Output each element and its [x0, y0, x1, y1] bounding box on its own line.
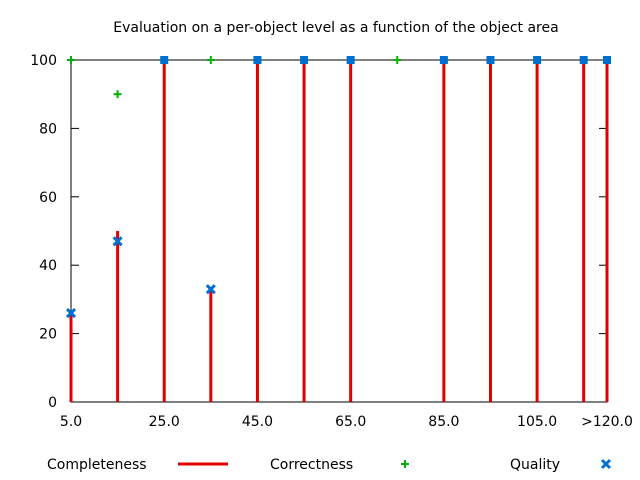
- quality-point: [205, 284, 216, 295]
- plot-border: [70, 59, 608, 403]
- correctness-point: [67, 56, 75, 64]
- x-tick-label: 45.0: [242, 414, 273, 430]
- plot-area: [65, 56, 611, 402]
- chart-title: Evaluation on a per-object level as a fu…: [113, 20, 558, 36]
- y-tick-label: 0: [48, 395, 57, 411]
- y-tick-label: 60: [39, 190, 57, 206]
- legend-label-quality: Quality: [510, 457, 560, 473]
- y-tick-label: 40: [39, 258, 57, 274]
- quality-point: [486, 56, 495, 64]
- series-correctness: [67, 56, 611, 99]
- series-quality: [65, 56, 611, 319]
- legend: Completeness Correctness Quality: [47, 457, 612, 473]
- legend-swatch-correctness: [401, 460, 409, 468]
- quality-point: [439, 56, 448, 64]
- series-completeness: [69, 60, 609, 402]
- quality-point: [160, 56, 169, 64]
- axes: 0 20 40 60 80 100 5.0 25.0 45.0 65.0 85.0 105.0 >120…: [30, 53, 633, 430]
- legend-label-completeness: Completeness: [47, 457, 147, 473]
- legend-swatch-quality: [600, 458, 612, 470]
- quality-point: [603, 56, 611, 64]
- y-tick-label: 100: [30, 53, 57, 69]
- x-tick-label: 85.0: [428, 414, 459, 430]
- correctness-point: [393, 56, 402, 64]
- quality-point: [533, 56, 542, 64]
- y-tick-label: 20: [39, 327, 57, 343]
- x-tick-label: 65.0: [335, 414, 366, 430]
- correctness-point: [206, 56, 215, 64]
- correctness-point: [113, 90, 122, 99]
- quality-point: [579, 56, 588, 64]
- x-tick-label: 25.0: [149, 414, 180, 430]
- quality-point: [65, 308, 77, 319]
- quality-point: [253, 56, 262, 64]
- x-tick-label: 105.0: [517, 414, 557, 430]
- legend-label-correctness: Correctness: [270, 457, 353, 473]
- quality-point: [112, 236, 123, 247]
- quality-point: [300, 56, 309, 64]
- x-tick-label: 5.0: [60, 414, 82, 430]
- y-tick-label: 80: [39, 121, 57, 137]
- quality-point: [346, 56, 355, 64]
- x-tick-label: >120.0: [581, 414, 633, 430]
